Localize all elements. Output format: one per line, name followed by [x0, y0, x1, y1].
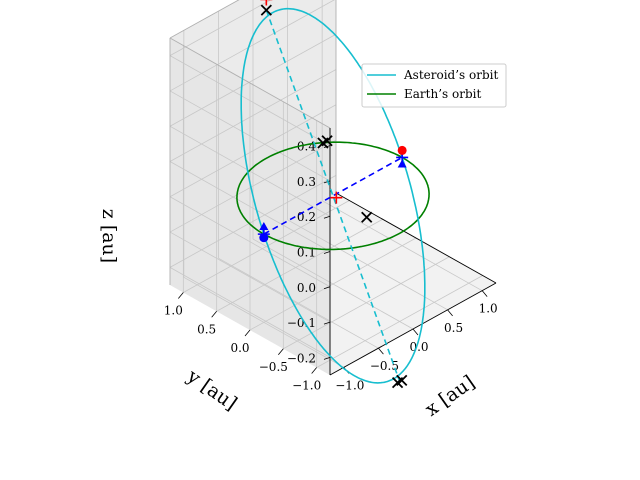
grid-line [169, 161, 331, 252]
y-tick-label: −0.5 [259, 360, 288, 374]
z-tick-label: −0.1 [287, 316, 316, 330]
dot-marker [397, 145, 407, 155]
triangle-marker [397, 159, 407, 168]
dot-marker [259, 233, 269, 243]
grid-line [169, 33, 337, 127]
y-tick-mark [178, 292, 184, 299]
line-of-nodes [263, 156, 403, 235]
z-tick-mark [323, 356, 331, 360]
y-axis-line [335, 192, 497, 284]
legend: Asteroid’s orbit Earth’s orbit [361, 63, 507, 108]
plus-marker [330, 191, 343, 204]
z-tick-label: −0.2 [287, 351, 316, 365]
z-tick-label: 0.2 [297, 210, 316, 224]
x-tick-mark [412, 328, 419, 336]
grid-line [169, 175, 337, 268]
grid-line [249, 237, 417, 331]
x-tick-label: −1.0 [335, 378, 364, 392]
y-tick-mark [278, 348, 284, 356]
y-tick-mark [311, 367, 317, 374]
y-axis-label: y [au] [182, 365, 241, 415]
y-tick-label: 0.5 [197, 322, 216, 336]
z-tick-mark [323, 321, 331, 325]
x-tick-mark [481, 290, 488, 297]
x-tick-label: 0.0 [409, 340, 428, 354]
z-axis-label: z [au] [98, 209, 120, 263]
z-tick-mark [323, 215, 331, 219]
z-tick-mark [323, 286, 331, 290]
grid-line [169, 267, 331, 358]
grid-line [169, 0, 272, 56]
grid-line [169, 139, 337, 233]
legend-box [361, 63, 507, 108]
x-tick-mark [447, 309, 453, 317]
x-tick-label: 0.5 [444, 321, 463, 335]
grid-line [169, 69, 337, 162]
z-tick-mark [323, 251, 331, 254]
x-tick-label: −0.5 [370, 359, 399, 373]
y-tick-mark [211, 310, 217, 318]
y-tick-label: −1.0 [292, 379, 321, 393]
x-marker [396, 374, 408, 386]
grid-line [169, 231, 331, 323]
x-tick-mark [378, 347, 384, 355]
pane-edge [169, 37, 331, 129]
grid-line [183, 200, 350, 293]
axes-ticks: −1.0−0.50.00.51.01.00.50.0−0.5−1.00.40.3… [164, 128, 498, 393]
triangle-marker [259, 222, 269, 231]
grid-line [169, 104, 337, 198]
plot-area [236, 0, 430, 389]
x-tick-label: 1.0 [479, 302, 498, 316]
grid-line [216, 218, 383, 312]
z-tick-label: 0.3 [297, 175, 316, 189]
grid-line [169, 55, 331, 146]
grid-line [316, 275, 483, 368]
x-axis-label: x [au] [421, 371, 479, 421]
x-marker [260, 4, 272, 16]
apsides-line [265, 9, 401, 382]
legend-label-asteroid: Asteroid’s orbit [403, 68, 498, 82]
plus-marker [260, 0, 273, 6]
x-marker [321, 135, 333, 147]
z-tick-label: 0.0 [297, 281, 316, 295]
axes-panes [170, 0, 496, 375]
z-tick-mark [323, 180, 331, 184]
grid-line [169, 196, 331, 288]
legend-label-earth: Earth’s orbit [404, 87, 481, 101]
axes-grid [169, 0, 483, 375]
grid-line [169, 90, 331, 182]
pane-edge [169, 0, 240, 39]
y-tick-mark [244, 329, 251, 337]
y-tick-label: 1.0 [164, 304, 183, 318]
x-marker [361, 211, 373, 223]
y-tick-label: 0.0 [230, 341, 249, 355]
